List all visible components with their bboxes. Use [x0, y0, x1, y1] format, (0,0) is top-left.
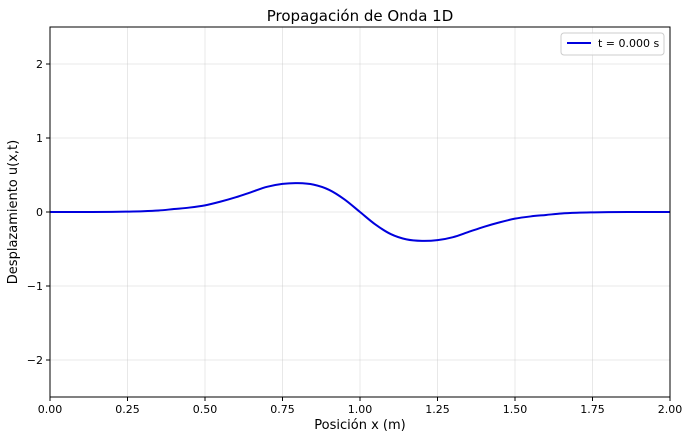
x-tick-label: 0.75	[270, 403, 295, 416]
x-tick-label: 2.00	[658, 403, 683, 416]
y-tick-label: 0	[36, 206, 43, 219]
x-axis-label: Posición x (m)	[314, 418, 405, 433]
x-tick-label: 0.50	[193, 403, 218, 416]
legend-label: t = 0.000 s	[598, 37, 660, 50]
x-tick-label: 1.75	[580, 403, 605, 416]
series-layer	[49, 182, 671, 242]
legend-box	[560, 32, 665, 56]
y-tick-label: 2	[36, 58, 43, 71]
x-tick-label: 1.25	[425, 403, 450, 416]
y-tick-label: −2	[27, 354, 43, 367]
x-tick-label: 0.25	[115, 403, 140, 416]
y-tick-label: −1	[27, 280, 43, 293]
x-tick-label: 1.00	[348, 403, 373, 416]
legend: t = 0.000 s	[560, 32, 665, 56]
chart-title: Propagación de Onda 1D	[267, 7, 454, 25]
series-line	[49, 182, 671, 242]
x-tick-label: 0.00	[38, 403, 63, 416]
y-tick-label: 1	[36, 132, 43, 145]
y-axis-label: Desplazamiento u(x,t)	[6, 140, 21, 284]
ticks: 0.00 0.25 0.50 0.75 1.00 1.25 1.50 1.75 2.00 −2 −1…	[27, 58, 682, 416]
x-tick-label: 1.50	[503, 403, 528, 416]
